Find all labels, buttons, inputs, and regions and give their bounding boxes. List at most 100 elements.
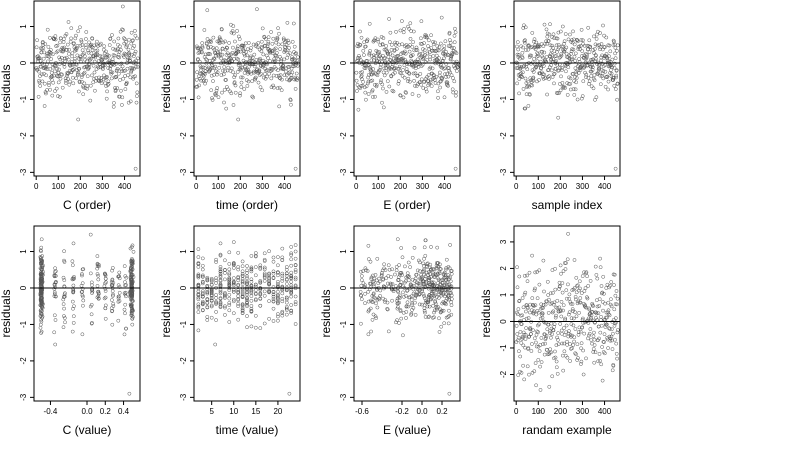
data-point xyxy=(251,95,256,100)
y-tick-label: 1 xyxy=(499,292,508,297)
data-point xyxy=(515,285,520,290)
data-point xyxy=(598,47,602,52)
outlier-point xyxy=(53,342,58,347)
data-point xyxy=(233,90,238,95)
data-point xyxy=(123,52,128,57)
data-point xyxy=(133,33,138,38)
data-point xyxy=(111,281,116,285)
data-point xyxy=(369,329,373,334)
data-point xyxy=(398,293,402,298)
data-point xyxy=(245,325,249,330)
data-point xyxy=(71,81,76,86)
data-point xyxy=(610,347,615,351)
data-point xyxy=(550,43,554,48)
data-point xyxy=(227,56,231,61)
data-point xyxy=(365,63,370,68)
data-point xyxy=(537,78,541,82)
data-point xyxy=(542,352,547,357)
data-point xyxy=(426,270,431,274)
data-point xyxy=(195,70,199,75)
data-point xyxy=(573,351,578,356)
data-point xyxy=(41,46,46,51)
data-point xyxy=(520,70,525,75)
data-point xyxy=(289,253,294,257)
data-point xyxy=(579,27,584,32)
point-series xyxy=(354,15,460,171)
data-point xyxy=(293,87,298,91)
data-point xyxy=(117,290,122,295)
data-point xyxy=(568,301,573,306)
data-point xyxy=(539,42,544,46)
data-point xyxy=(371,312,376,317)
x-tick-label: 300 xyxy=(256,182,270,191)
data-point xyxy=(218,241,223,246)
data-point xyxy=(592,34,596,39)
data-point xyxy=(562,333,567,337)
data-point xyxy=(571,87,576,91)
data-point xyxy=(541,64,546,68)
data-point xyxy=(231,279,236,284)
data-point xyxy=(432,73,436,77)
data-point xyxy=(80,273,84,278)
data-point xyxy=(359,84,364,88)
data-point xyxy=(562,84,566,89)
data-point xyxy=(279,88,284,93)
data-point xyxy=(219,27,224,32)
data-point xyxy=(598,330,603,335)
data-point xyxy=(518,313,523,318)
data-point xyxy=(427,278,432,283)
data-point xyxy=(615,296,620,301)
data-point xyxy=(93,48,98,53)
data-point xyxy=(606,310,610,315)
data-point xyxy=(359,283,364,288)
data-point xyxy=(276,26,280,31)
data-point xyxy=(43,42,48,46)
x-tick-label: 0.2 xyxy=(436,407,448,416)
data-point xyxy=(403,58,408,62)
data-point xyxy=(229,91,234,96)
data-point xyxy=(80,267,85,272)
data-point xyxy=(200,289,205,294)
data-point xyxy=(423,34,427,39)
data-point xyxy=(441,66,446,71)
data-point xyxy=(73,36,78,41)
data-point xyxy=(218,53,223,57)
data-point xyxy=(40,309,44,314)
data-point xyxy=(410,92,415,96)
data-point xyxy=(413,313,418,317)
data-point xyxy=(271,73,276,78)
data-point xyxy=(560,66,564,70)
data-point xyxy=(609,63,614,68)
data-point xyxy=(130,263,134,268)
data-point xyxy=(83,43,88,47)
data-point xyxy=(604,322,609,327)
data-point xyxy=(446,321,451,326)
data-point xyxy=(411,40,416,44)
data-point xyxy=(223,305,227,310)
data-point xyxy=(598,31,602,35)
data-point xyxy=(276,300,280,305)
data-point xyxy=(62,45,67,50)
data-point xyxy=(61,302,66,306)
data-point xyxy=(448,279,453,284)
data-point xyxy=(566,282,570,287)
data-point xyxy=(415,73,420,78)
data-point xyxy=(222,100,226,105)
data-point xyxy=(278,66,283,71)
data-point xyxy=(452,46,456,50)
x-tick-label: 300 xyxy=(576,182,590,191)
data-point xyxy=(222,87,227,92)
data-point xyxy=(363,66,368,70)
data-point xyxy=(79,38,84,42)
data-point xyxy=(551,328,556,333)
data-point xyxy=(280,296,285,301)
data-point xyxy=(72,41,76,46)
data-point xyxy=(426,300,431,305)
data-point xyxy=(543,302,548,307)
data-point xyxy=(524,48,528,52)
data-point xyxy=(537,322,541,327)
data-point xyxy=(578,300,583,305)
data-point xyxy=(365,39,369,44)
data-point xyxy=(231,261,236,265)
